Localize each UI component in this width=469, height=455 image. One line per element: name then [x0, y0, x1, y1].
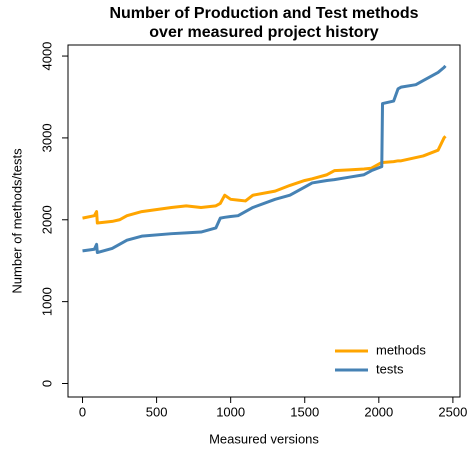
x-axis-label: Measured versions	[209, 431, 319, 446]
x-tick-label: 0	[79, 404, 86, 419]
chart-title: over measured project history	[149, 24, 379, 41]
chart-title: Number of Production and Test methods	[109, 5, 418, 22]
y-tick-label: 0	[39, 380, 54, 387]
x-tick-label: 2500	[438, 404, 467, 419]
legend-label: methods	[376, 342, 426, 357]
y-tick-label: 1000	[39, 287, 54, 316]
y-tick-label: 3000	[39, 123, 54, 152]
x-tick-label: 2000	[364, 404, 393, 419]
y-tick-label: 2000	[39, 205, 54, 234]
series-line	[82, 64, 447, 255]
series-line	[82, 135, 447, 225]
y-axis-label: Number of methods/tests	[9, 148, 24, 294]
legend-label: tests	[376, 361, 404, 376]
y-tick-label: 4000	[39, 42, 54, 71]
plot-frame	[67, 44, 461, 398]
x-tick-label: 500	[146, 404, 168, 419]
x-tick-label: 1500	[290, 404, 319, 419]
x-tick-label: 1000	[216, 404, 245, 419]
